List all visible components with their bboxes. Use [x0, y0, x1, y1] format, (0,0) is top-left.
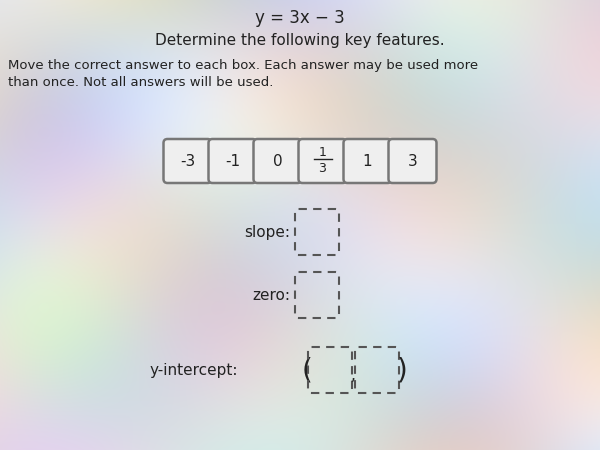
FancyBboxPatch shape: [299, 139, 347, 183]
Text: y = 3x − 3: y = 3x − 3: [255, 9, 345, 27]
Text: 0: 0: [272, 153, 283, 168]
Text: ,: ,: [351, 368, 356, 382]
Text: Move the correct answer to each box. Each answer may be used more: Move the correct answer to each box. Eac…: [8, 58, 478, 72]
Text: 1: 1: [319, 147, 326, 159]
Text: (: (: [302, 356, 313, 384]
Text: 3: 3: [319, 162, 326, 175]
Text: ): ): [397, 356, 407, 384]
Text: y-intercept:: y-intercept:: [149, 363, 238, 378]
FancyBboxPatch shape: [343, 139, 392, 183]
Text: -1: -1: [225, 153, 240, 168]
Text: 3: 3: [407, 153, 418, 168]
Text: Determine the following key features.: Determine the following key features.: [155, 32, 445, 48]
FancyBboxPatch shape: [254, 139, 302, 183]
Text: 1: 1: [362, 153, 373, 168]
Text: -3: -3: [180, 153, 195, 168]
Text: slope:: slope:: [244, 225, 290, 239]
Text: zero:: zero:: [252, 288, 290, 302]
FancyBboxPatch shape: [163, 139, 212, 183]
FancyBboxPatch shape: [209, 139, 257, 183]
Text: than once. Not all answers will be used.: than once. Not all answers will be used.: [8, 76, 274, 90]
FancyBboxPatch shape: [389, 139, 437, 183]
